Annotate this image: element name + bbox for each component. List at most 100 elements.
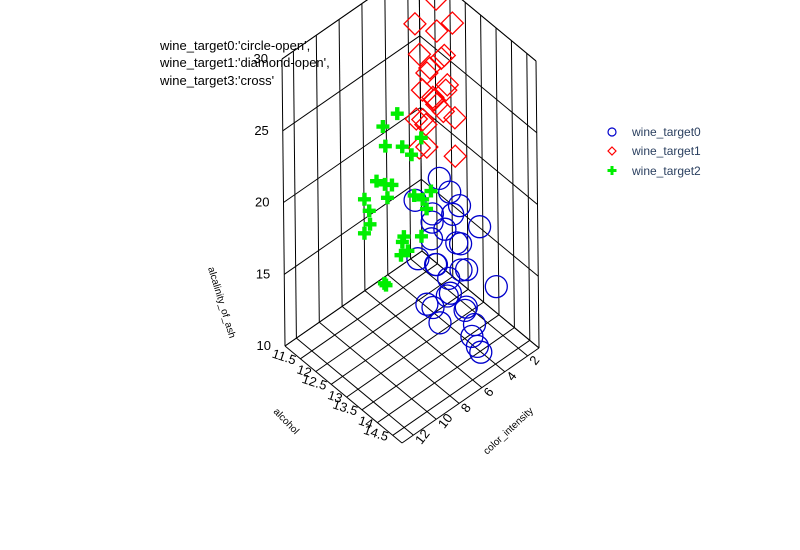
data-point [403, 11, 427, 36]
title-line-1: wine_target0:'circle-open', [159, 38, 310, 53]
data-point [357, 192, 371, 206]
data-point [428, 311, 452, 335]
data-point [395, 140, 409, 154]
y-axis-title: color_intensity [482, 406, 536, 458]
data-point [416, 192, 430, 206]
z-tick-label: 25 [254, 123, 268, 138]
floor-gridline [284, 345, 403, 444]
data-point [425, 0, 448, 11]
wall-gridline [480, 15, 485, 303]
y-tick-label: 2 [526, 353, 542, 368]
data-point [407, 136, 432, 160]
floor-gridline [330, 288, 469, 385]
data-point [377, 276, 391, 290]
data-point [376, 120, 390, 134]
data-point [460, 324, 484, 349]
data-point [410, 78, 435, 103]
legend-item-wine-target1[interactable]: wine_target1 [607, 144, 701, 158]
x-tick-label: 14 [357, 413, 375, 432]
wall-gridline [461, 0, 537, 62]
floor-gridline [361, 314, 500, 411]
wall-gridline [420, 178, 539, 277]
title-line-2: wine_target1:'diamond-open', [159, 55, 330, 70]
wall-gridline [419, 35, 538, 134]
wall-gridline [421, 250, 540, 349]
floor-gridline [364, 290, 483, 388]
floor-gridline [377, 327, 515, 424]
data-point [378, 139, 392, 153]
wall-gridline [281, 58, 286, 347]
data-point [417, 56, 442, 80]
data-point [414, 131, 428, 145]
legend-label: wine_target1 [631, 144, 701, 158]
data-point [410, 107, 435, 132]
data-point [424, 19, 449, 43]
y-tick-label: 12 [412, 426, 433, 447]
data-point [424, 184, 438, 198]
z-tick-label: 15 [256, 266, 270, 281]
data-point [453, 298, 477, 323]
data-point [407, 42, 432, 67]
x-tick-label: 11.5 [270, 346, 298, 368]
data-point [447, 193, 472, 218]
data-point [431, 99, 456, 124]
data-point [442, 105, 467, 130]
wall-gridline [407, 0, 412, 259]
z-tick-label: 20 [255, 195, 269, 210]
legend-label: wine_target2 [631, 164, 701, 178]
data-point [395, 235, 409, 249]
y-tick-label: 4 [503, 369, 519, 384]
data-point [469, 340, 493, 364]
y-tick-label: 6 [480, 385, 496, 400]
data-point [415, 292, 439, 316]
z-axis-title: alcalinity_of_ash [205, 266, 237, 340]
data-point [370, 174, 384, 188]
data-point [380, 191, 394, 205]
x-tick-label: 13 [326, 387, 344, 406]
data-point [421, 295, 445, 320]
x-tick-label: 14.5 [362, 422, 391, 444]
data-point [467, 215, 492, 239]
series-wine_target2 [357, 107, 438, 292]
wall-gridline [281, 0, 368, 60]
x-tick-label: 12.5 [300, 371, 329, 393]
legend[interactable]: wine_target0 wine_target1 wine_target2 [607, 125, 702, 178]
data-point [484, 274, 508, 299]
scene-grid [281, 0, 540, 444]
data-point [433, 217, 457, 241]
wall-gridline [384, 0, 389, 275]
wall-gridline [292, 51, 297, 339]
data-point [420, 85, 445, 110]
data-point [394, 248, 408, 262]
data-point [413, 112, 438, 137]
y-tick-label: 8 [458, 400, 474, 415]
data-point [454, 295, 478, 319]
wall-gridline [434, 0, 438, 264]
data-point [390, 107, 404, 121]
data-point [378, 177, 392, 191]
circle-open-icon [607, 127, 617, 137]
floor-gridline [315, 276, 454, 372]
wall-gridline [315, 35, 320, 323]
data-point [438, 180, 462, 204]
data-point [414, 229, 428, 243]
data-point [357, 226, 371, 240]
wall-gridline [495, 27, 500, 315]
data-point [445, 231, 469, 255]
wall-gridline [282, 35, 421, 132]
data-point [443, 144, 468, 169]
legend-item-wine-target0[interactable]: wine_target0 [607, 125, 701, 139]
data-point [405, 148, 419, 162]
data-point [422, 87, 447, 112]
diamond-open-icon [607, 146, 617, 156]
floor-gridline [401, 347, 540, 444]
data-point [435, 284, 459, 308]
data-point [401, 244, 415, 258]
wall-gridline [449, 0, 454, 277]
legend-item-wine-target2[interactable]: wine_target2 [607, 164, 702, 178]
floor-gridline [318, 321, 437, 420]
z-tick-label: 10 [257, 338, 271, 353]
data-point [423, 252, 448, 277]
y-tick-label: 10 [435, 411, 456, 432]
